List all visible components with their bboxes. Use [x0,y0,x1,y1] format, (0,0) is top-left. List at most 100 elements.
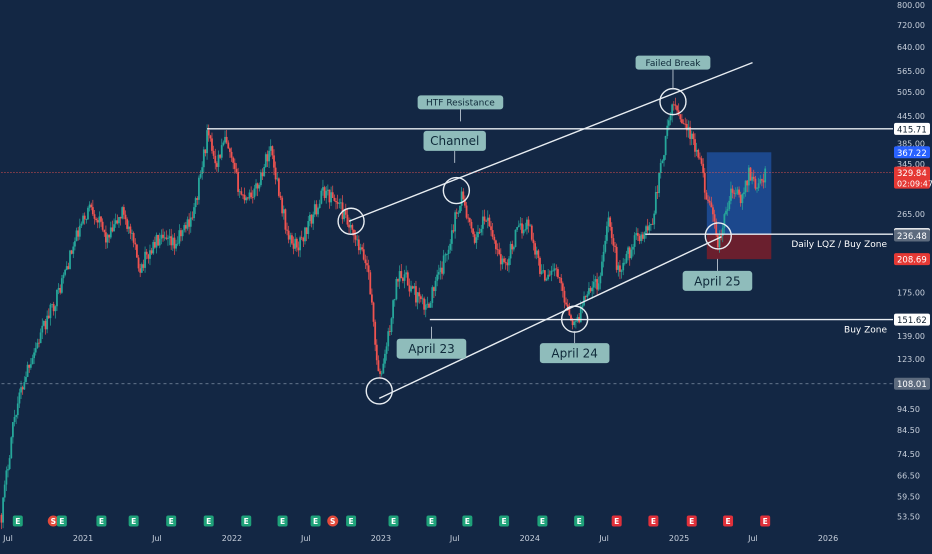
candle-body [46,315,49,330]
candle-body [111,227,114,232]
candle-body [312,214,315,224]
event-marker-letter: E [651,517,656,526]
time-tick-label: 2023 [371,534,391,543]
candle-body [635,233,638,236]
candle-body [91,207,94,215]
candle-body [96,220,99,223]
candle-body [472,228,474,235]
candle-body [446,253,448,255]
candle-body [93,214,96,219]
price-marker-label: 415.71 [897,125,927,135]
candle-body [393,299,396,301]
event-marker-letter: E [169,517,174,526]
candle-body [651,223,654,225]
candle-body [736,189,739,194]
candle-body [286,229,288,231]
candle-body [10,437,13,459]
candle-body [54,306,57,312]
price-marker-label: 108.01 [897,380,927,390]
earnings-marker-icon [574,515,585,527]
candle-body [80,223,83,226]
candle-body [52,304,55,312]
candle-body [437,272,440,275]
price-tick-label: 123.00 [897,355,925,364]
price-tick-label: 94.50 [897,405,920,414]
time-tick-label: Jul [747,534,758,543]
candle-body [403,274,406,281]
price-marker-label: 367.22 [897,149,927,159]
candle-body [354,235,357,240]
candle-body [666,125,669,136]
touch-circle [442,176,471,205]
candle-body [398,271,401,282]
candle-body [614,245,616,247]
candle-body [250,192,253,198]
candle-body [491,230,494,237]
candle-body [178,230,181,244]
candle-body [157,234,160,246]
candle-body [483,216,486,221]
candle-body [330,192,333,203]
price-marker-bg [894,313,930,326]
candle-body [129,226,132,234]
candle-body [697,149,700,158]
candle-body [351,224,354,230]
candle-body [503,258,505,262]
candle-body [563,290,566,303]
candle-body [555,268,558,270]
price-tick-label: 445.00 [897,112,925,121]
candle-body [627,247,629,254]
candle-body [426,303,429,305]
candle-body [462,191,465,200]
candle-body [193,207,195,219]
candle-body [343,209,346,220]
candle-body [289,235,292,240]
candle-body [149,250,151,259]
candle-body [325,190,328,198]
earnings-marker-icon [499,515,510,527]
candle-body [108,234,111,238]
candle-body [60,278,63,293]
candle-body [617,265,620,270]
candle-body [258,185,261,189]
candle-body [322,187,324,191]
candle-body [584,296,587,298]
candle-body [331,192,334,198]
candle-body [501,258,504,265]
candle-body [558,277,561,278]
candle-body [762,180,765,183]
candle-body [464,199,466,206]
candle-body [751,176,754,181]
candle-body [653,213,656,225]
candle-body [720,235,723,237]
candle-body [741,194,744,204]
candle-body [132,233,135,243]
candle-body [733,192,736,194]
price-tick-label: 345.00 [897,160,925,169]
candle-body [406,272,409,286]
candle-body [271,146,274,156]
candle-body [227,142,230,149]
candle-body [243,194,246,201]
candle-body [410,286,412,292]
candle-body [684,123,687,125]
candle-body [514,229,517,247]
time-tick-label: 2026 [818,534,838,543]
candle-body [721,227,724,236]
candle-body [431,287,434,303]
channel-upper-line [348,61,753,222]
candle-body [664,135,667,156]
candle-body [15,415,18,417]
candle-body [287,230,290,240]
candle-body [609,217,612,227]
candle-body [488,217,491,227]
price-axis: 53.50 59.50 66.50 74.50 84.50 94.50 123.00 139.… [893,0,932,550]
candle-body [615,246,618,270]
candle-body [550,270,553,275]
candle-body [444,254,447,256]
earnings-marker-icon [128,515,139,527]
candle-body [266,154,269,162]
candle-body [442,255,445,274]
